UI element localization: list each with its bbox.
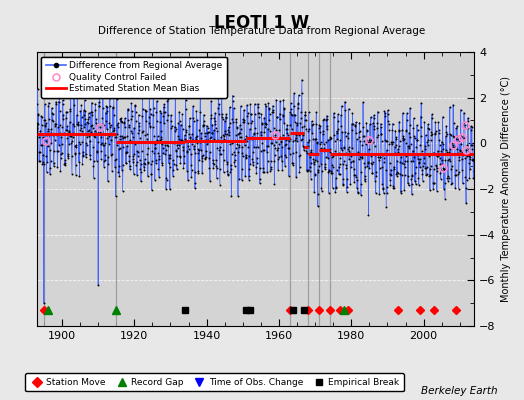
Text: Berkeley Earth: Berkeley Earth (421, 386, 498, 396)
Y-axis label: Monthly Temperature Anomaly Difference (°C): Monthly Temperature Anomaly Difference (… (501, 76, 511, 302)
Text: LEOTI 1 W: LEOTI 1 W (214, 14, 310, 32)
Legend: Difference from Regional Average, Quality Control Failed, Estimated Station Mean: Difference from Regional Average, Qualit… (41, 56, 227, 98)
Text: Difference of Station Temperature Data from Regional Average: Difference of Station Temperature Data f… (99, 26, 425, 36)
Legend: Station Move, Record Gap, Time of Obs. Change, Empirical Break: Station Move, Record Gap, Time of Obs. C… (26, 374, 404, 392)
